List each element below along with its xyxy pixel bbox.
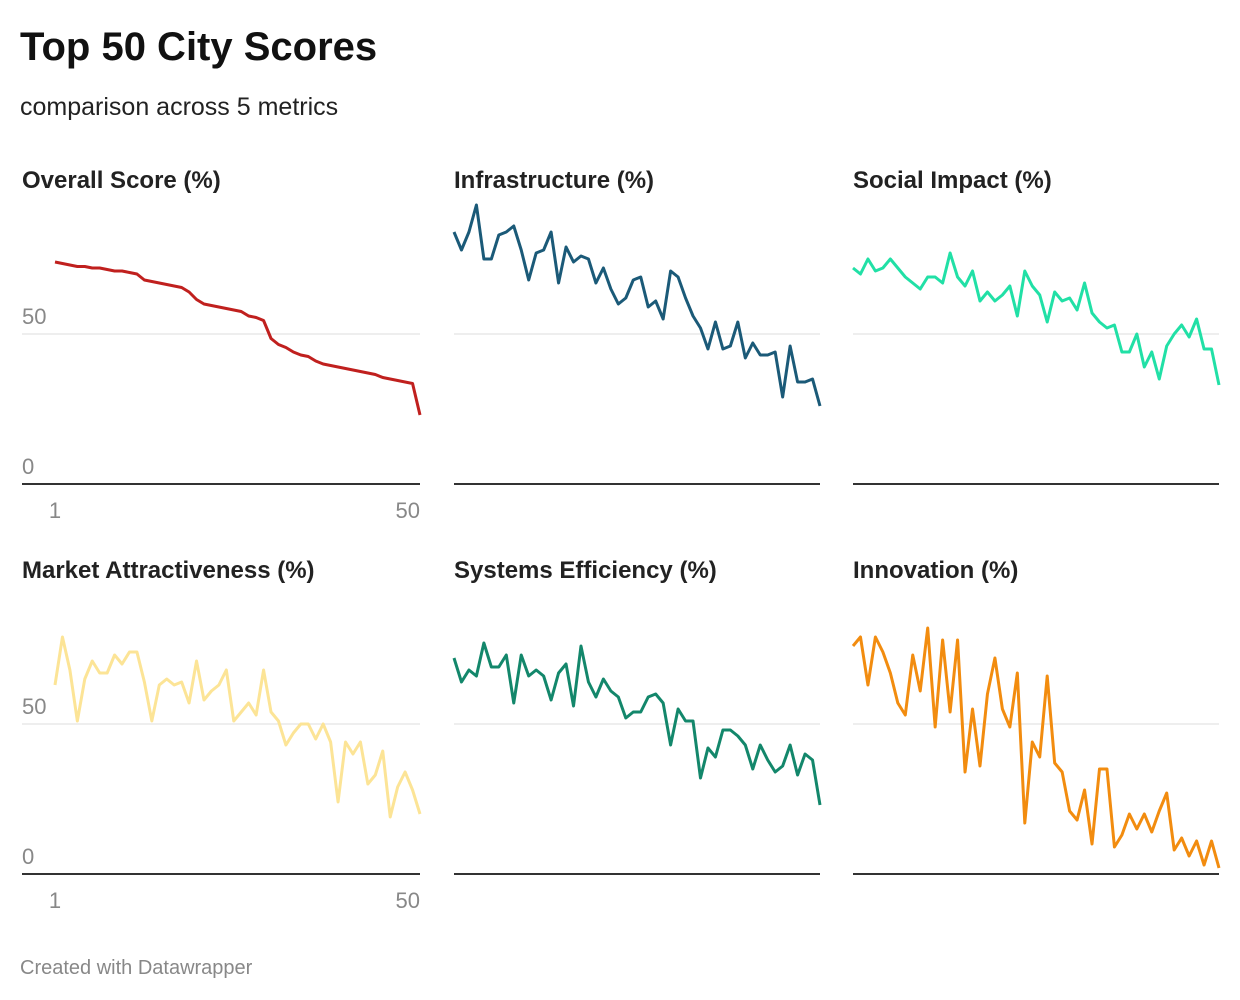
line	[452, 641, 822, 806]
x-tick-label: 1	[49, 888, 61, 913]
x-tick-label: 50	[396, 888, 420, 913]
panel-title: Infrastructure (%)	[454, 167, 654, 194]
y-tick-label: 0	[22, 844, 34, 869]
page-subtitle: comparison across 5 metrics	[20, 93, 338, 121]
panel-title: Systems Efficiency (%)	[454, 557, 717, 584]
line	[852, 251, 1221, 386]
y-tick-label: 50	[22, 694, 46, 719]
footer: Created with Datawrapper	[20, 957, 253, 979]
panel-title: Social Impact (%)	[853, 167, 1052, 194]
line	[54, 260, 422, 416]
panel-title: Innovation (%)	[853, 557, 1018, 584]
line	[53, 635, 422, 819]
line	[452, 203, 822, 407]
panel-title: Market Attractiveness (%)	[22, 557, 315, 584]
x-tick-label: 1	[49, 498, 61, 523]
x-tick-label: 50	[396, 498, 420, 523]
page-title: Top 50 City Scores	[20, 25, 377, 69]
y-tick-label: 0	[22, 454, 34, 479]
line	[851, 626, 1221, 869]
panel-title: Overall Score (%)	[22, 167, 221, 194]
y-tick-label: 50	[22, 304, 46, 329]
